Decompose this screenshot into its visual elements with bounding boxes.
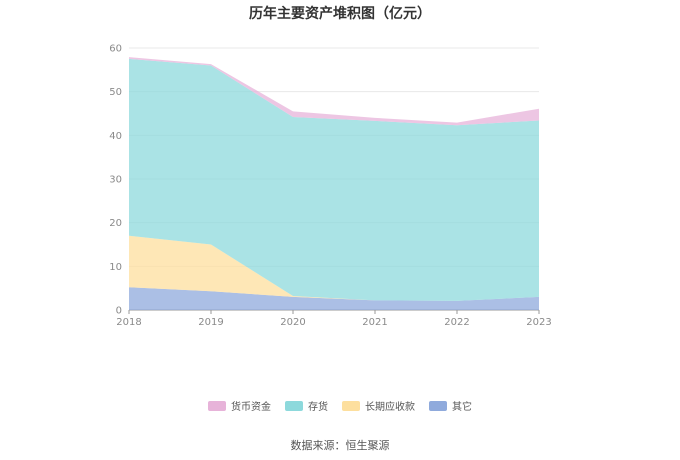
x-tick-label: 2021	[362, 317, 387, 328]
x-tick-label: 2023	[526, 317, 551, 328]
chart-plot: 0 10 20 30 40 50 60 2018 2019 2020 2021 2022 2023	[109, 44, 551, 329]
chart-title: 历年主要资产堆积图（亿元）	[249, 6, 431, 22]
legend-item[interactable]: 存货	[285, 398, 328, 413]
y-tick-label: 60	[109, 44, 122, 55]
y-tick-label: 0	[116, 306, 122, 317]
y-tick-label: 10	[109, 262, 122, 273]
data-source: 数据来源：恒生聚源	[290, 439, 390, 452]
legend-swatch	[208, 400, 226, 411]
x-tick-label: 2019	[198, 317, 223, 328]
legend-label: 存货	[308, 402, 328, 413]
area-series	[129, 235, 539, 301]
x-tick-label: 2022	[444, 317, 469, 328]
y-tick-label: 30	[109, 175, 122, 186]
x-tick-label: 2020	[280, 317, 305, 328]
legend-item[interactable]: 货币资金	[208, 398, 271, 413]
y-tick-label: 50	[109, 87, 122, 98]
area-series	[129, 58, 539, 301]
legend-swatch	[429, 400, 447, 411]
legend-swatch	[285, 400, 303, 411]
legend-label: 其它	[452, 402, 472, 413]
chart-legend: 货币资金 存货 长期应收款 其它	[0, 398, 680, 413]
legend-item[interactable]: 其它	[429, 398, 472, 413]
legend-item[interactable]: 长期应收款	[342, 398, 415, 413]
legend-label: 货币资金	[231, 402, 271, 413]
y-tick-label: 20	[109, 218, 122, 229]
legend-label: 长期应收款	[365, 402, 415, 413]
area-series	[129, 57, 539, 126]
y-tick-label: 40	[109, 131, 122, 142]
x-tick-label: 2018	[116, 317, 141, 328]
legend-swatch	[342, 400, 360, 411]
